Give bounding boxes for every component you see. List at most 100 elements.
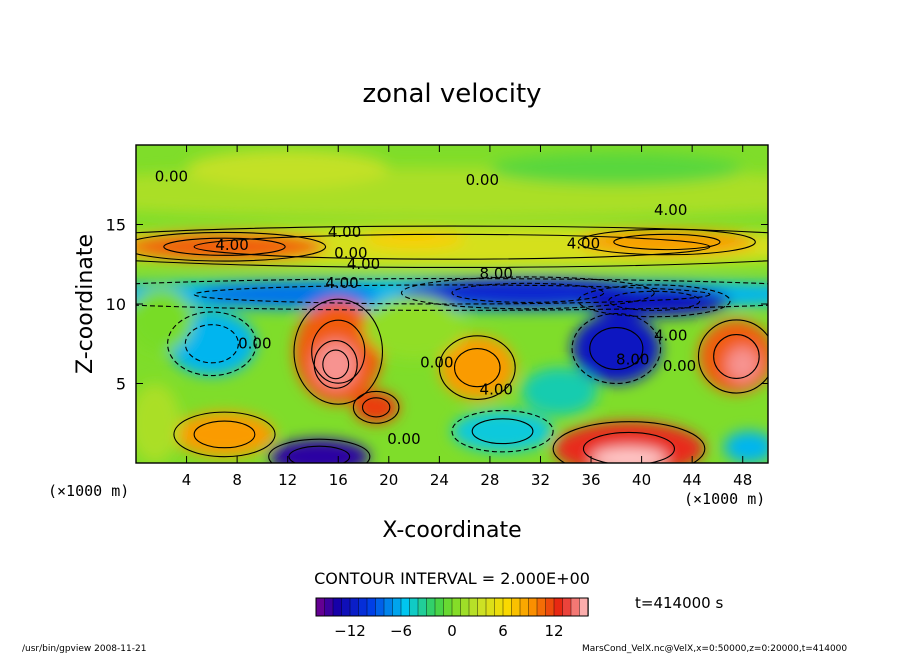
field-patch	[572, 313, 661, 384]
contour-label: 4.00	[347, 255, 380, 273]
footer-file: MarsCond_VelX.nc@VelX,x=0:50000,z=0:2000…	[582, 644, 847, 654]
colorbar-cell	[468, 597, 479, 617]
y-tick-label: 15	[106, 216, 126, 235]
colorbar-cell	[536, 597, 547, 617]
contour-label: 4.00	[567, 234, 600, 252]
field-patch	[363, 296, 465, 360]
colorbar-cell	[315, 597, 326, 617]
contour-line	[163, 237, 286, 256]
contour-line	[552, 421, 706, 463]
contour-line	[471, 418, 534, 445]
colorbar-cell	[434, 597, 445, 617]
x-tick-label: 44	[683, 471, 702, 489]
contour-line	[613, 233, 721, 251]
colorbar-cell	[502, 597, 513, 617]
colorbar-cell	[332, 597, 343, 617]
field-patch	[723, 431, 768, 463]
contour-labels: 0.00 0.004.004.004.000.004.004.004.008.00…	[155, 168, 697, 448]
colorbar-cell	[553, 597, 564, 617]
chart-title: zonal velocity	[362, 79, 541, 109]
contour-line	[453, 347, 501, 388]
contour-line	[352, 390, 400, 424]
colorbar-cell	[375, 597, 385, 617]
colorbar-cell	[528, 597, 538, 617]
contour-line	[136, 231, 327, 262]
contour-interval-label: CONTOUR INTERVAL = 2.000E+00	[314, 569, 590, 588]
colorbar-cell	[392, 597, 402, 617]
contour-label: 0.00	[238, 335, 271, 353]
field-patch	[591, 447, 667, 463]
colorbar-cell	[451, 597, 462, 617]
contour-line	[571, 312, 662, 385]
colorbar-tick-label: −6	[390, 622, 412, 640]
colorbar-cell	[494, 597, 504, 617]
field-patch	[268, 439, 370, 463]
contour-line	[268, 438, 371, 463]
field-patch	[521, 367, 598, 416]
contour-label: 4.00	[480, 381, 513, 399]
colorbar-cell	[341, 597, 351, 617]
x-tick-label: 20	[379, 471, 398, 489]
contour-label: 0.00	[155, 168, 188, 186]
colorbar-cell	[511, 597, 521, 617]
field-patch	[578, 229, 756, 255]
contour-label: 0.00	[334, 244, 367, 262]
time-label: t=414000 s	[635, 594, 723, 612]
contour-line	[193, 284, 711, 305]
x-axis-label: X-coordinate	[382, 518, 521, 543]
colorbar-cell	[477, 597, 487, 617]
field-patch	[186, 149, 389, 188]
colorbar-cell	[485, 597, 496, 617]
x-unit-label-left: (×1000 m)	[48, 482, 129, 500]
contour-line	[582, 431, 676, 463]
colorbar: −12 −6 0 6 12	[315, 597, 589, 640]
contour-line	[577, 228, 756, 256]
colorbar-cell	[460, 597, 470, 617]
field-patch	[452, 410, 554, 452]
plot-area: 0.00 0.004.004.004.000.004.004.004.008.00…	[106, 144, 769, 489]
y-axis: 5 10 15	[106, 216, 768, 394]
y-tick-label: 5	[116, 375, 126, 394]
contour-line	[438, 335, 516, 400]
contour-line	[361, 397, 391, 418]
colorbar-cell	[358, 597, 368, 617]
contour-label: 8.00	[616, 350, 649, 368]
field-patch	[136, 383, 181, 463]
colorbar-cell	[579, 597, 589, 617]
colorbar-cell	[400, 597, 411, 617]
x-tick-label: 32	[531, 471, 550, 489]
colorbar-cell	[562, 597, 572, 617]
field-patch	[439, 335, 516, 400]
contour-label: 0.00	[387, 430, 420, 448]
contour-line	[451, 282, 605, 303]
contour-line	[400, 276, 655, 310]
colorbar-cell	[349, 597, 360, 617]
contour-label: 4.00	[654, 201, 687, 219]
colorbar-cell	[519, 597, 530, 617]
colorbar-cell	[409, 597, 419, 617]
colorbar-cell	[545, 597, 555, 617]
colorbar-cell	[383, 597, 394, 617]
contour-line	[167, 311, 257, 377]
colorbar-cell	[324, 597, 334, 617]
contour-label: 4.00	[328, 223, 361, 241]
x-tick-label: 8	[232, 471, 242, 489]
contour-label: 4.00	[215, 236, 248, 254]
x-tick-label: 28	[480, 471, 499, 489]
field-patch	[136, 288, 193, 352]
field-patch	[136, 232, 326, 262]
field-patch	[726, 346, 760, 382]
x-axis: 4 8 12 16 20 24 28 32 36 40 44 48	[182, 145, 752, 489]
field-patch	[353, 391, 399, 424]
y-tick-label: 10	[106, 295, 126, 314]
x-tick-label: 36	[581, 471, 600, 489]
contour-label: 4.00	[654, 327, 687, 345]
contour-label: 0.00	[663, 357, 696, 375]
colorbar-tick-label: 6	[498, 622, 508, 640]
x-tick-label: 12	[278, 471, 297, 489]
contour-line	[313, 340, 358, 389]
field-patch	[489, 152, 743, 185]
contour-line	[136, 278, 768, 311]
contour-line	[608, 290, 701, 311]
